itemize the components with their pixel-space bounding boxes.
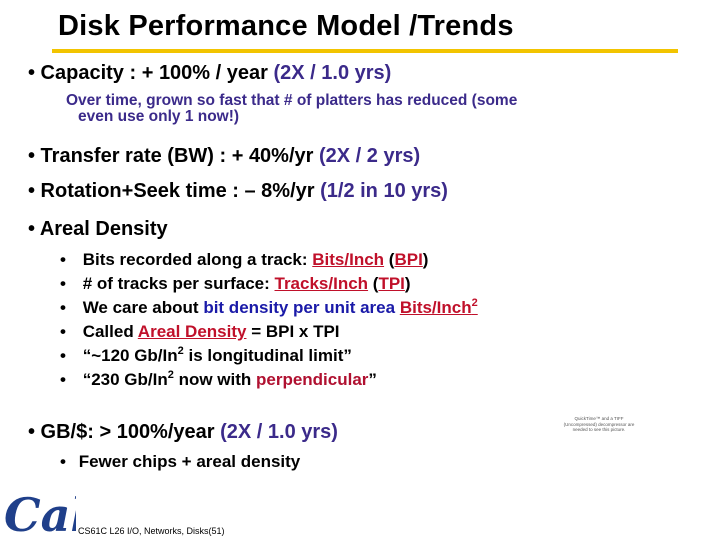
areal-item-areal-density: • Called Areal Density = BPI x TPI xyxy=(60,322,340,342)
title-underline xyxy=(52,49,678,53)
areal-item-text: “230 Gb/In xyxy=(82,370,168,389)
areal-formula: = BPI x TPI xyxy=(246,322,340,341)
gb-highlight: (2X / 1.0 yrs) xyxy=(220,421,338,443)
transfer-bullet: • Transfer rate (BW) : + 40%/yr (2X / 2 … xyxy=(28,145,420,168)
areal-item-text: “~120 Gb/In xyxy=(82,346,178,365)
rotation-bullet: • Rotation+Seek time : – 8%/yr (1/2 in 1… xyxy=(28,180,448,203)
slide-footer: CS61C L26 I/O, Networks, Disks(51) xyxy=(78,526,225,536)
rotation-lead: • Rotation+Seek time : – 8%/yr xyxy=(28,180,315,202)
areal-item-longitudinal: • “~120 Gb/In2 is longitudinal limit” xyxy=(60,346,352,366)
areal-item-text: We care about xyxy=(82,298,204,317)
areal-item-perpendicular: • “230 Gb/In2 now with perpendicular” xyxy=(60,370,377,390)
gb-per-dollar-bullet: • GB/$: > 100%/year (2X / 1.0 yrs) xyxy=(28,421,338,444)
capacity-highlight: (2X / 1.0 yrs) xyxy=(273,62,392,84)
list-bullet: • xyxy=(60,346,66,365)
capacity-bullet: • Capacity : + 100% / year (2X / 1.0 yrs… xyxy=(28,62,391,85)
capacity-note-line1: Over time, grown so fast that # of platt… xyxy=(66,92,518,109)
superscript: 2 xyxy=(471,297,478,309)
list-bullet: • xyxy=(60,370,66,389)
list-bullet: • xyxy=(60,298,66,317)
paren-close: ) xyxy=(404,274,411,293)
transfer-highlight: (2X / 2 yrs) xyxy=(319,145,421,167)
paren-close: ) xyxy=(422,250,429,269)
areal-item-tpi: • # of tracks per surface: Tracks/Inch (… xyxy=(60,274,411,294)
paren-open: ( xyxy=(384,250,395,269)
bpi-link[interactable]: BPI xyxy=(394,250,423,269)
link-text: Bits/Inch xyxy=(399,298,472,317)
tpi-link[interactable]: TPI xyxy=(378,274,405,293)
cal-logo-text: Cal xyxy=(4,488,76,540)
perpendicular-phrase: perpendicular xyxy=(256,370,369,389)
areal-density-link[interactable]: Areal Density xyxy=(137,322,247,341)
bits-per-inch-squared-link[interactable]: Bits/Inch2 xyxy=(399,297,478,318)
capacity-lead: • Capacity : + 100% / year xyxy=(28,62,268,84)
gb-sub-item: • Fewer chips + areal density xyxy=(60,452,300,472)
quicktime-placeholder-notice: QuickTime™ and a TIFF (Uncompressed) dec… xyxy=(563,416,635,432)
areal-item-bit-density: • We care about bit density per unit are… xyxy=(60,298,478,318)
list-bullet: • xyxy=(60,452,66,471)
gb-lead: • GB/$: > 100%/year xyxy=(28,421,215,443)
transfer-lead: • Transfer rate (BW) : + 40%/yr xyxy=(28,145,314,167)
cal-logo: Cal xyxy=(4,488,76,540)
list-bullet: • xyxy=(60,274,66,293)
capacity-note-line2: even use only 1 now!) xyxy=(78,108,240,125)
areal-item-text-tail: is longitudinal limit” xyxy=(183,346,352,365)
bits-per-inch-link[interactable]: Bits/Inch xyxy=(312,250,385,269)
areal-item-text-mid: now with xyxy=(173,370,256,389)
areal-bullet: • Areal Density xyxy=(28,218,168,240)
superscript: 2 xyxy=(177,345,184,357)
slide-title: Disk Performance Model /Trends xyxy=(58,10,514,42)
areal-item-text: Bits recorded along a track: xyxy=(82,250,313,269)
areal-item-bpi: • Bits recorded along a track: Bits/Inch… xyxy=(60,250,428,270)
areal-item-text: Called xyxy=(82,322,138,341)
closing-quote: ” xyxy=(368,370,377,389)
paren-open: ( xyxy=(368,274,379,293)
list-bullet: • xyxy=(60,250,66,269)
bit-density-phrase: bit density per unit area xyxy=(203,298,396,317)
list-bullet: • xyxy=(60,322,66,341)
superscript: 2 xyxy=(167,369,174,381)
tracks-per-inch-link[interactable]: Tracks/Inch xyxy=(274,274,369,293)
gb-sub-text: Fewer chips + areal density xyxy=(78,452,301,471)
areal-item-text: # of tracks per surface: xyxy=(82,274,275,293)
rotation-highlight: (1/2 in 10 yrs) xyxy=(320,180,448,202)
